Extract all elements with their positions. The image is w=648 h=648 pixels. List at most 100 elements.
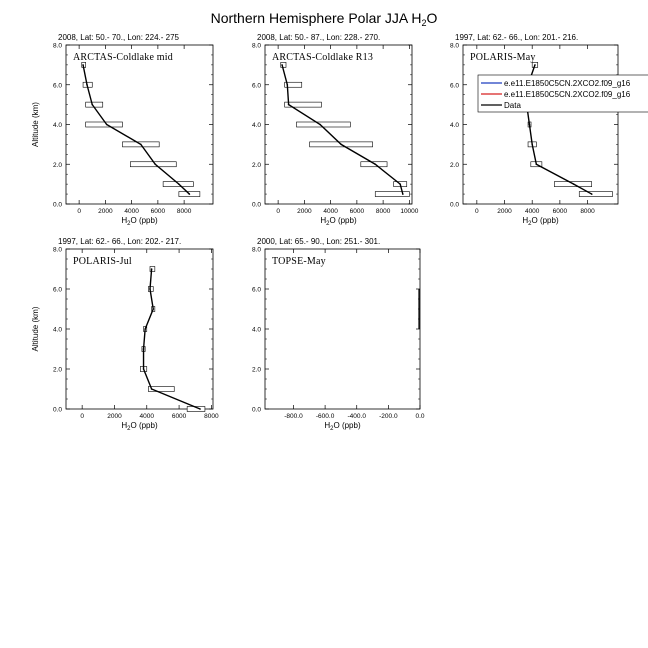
- x-axis-label: H2O (ppb): [324, 421, 361, 432]
- x-tick-label: 8000: [204, 413, 219, 420]
- panel-label: TOPSE-May: [272, 256, 326, 267]
- data-point: [154, 163, 157, 166]
- x-axis-label: H2O (ppb): [121, 216, 158, 227]
- panel-header: 1997, Lat: 62.- 66., Lon: 202.- 217.: [58, 237, 181, 246]
- y-tick-label: 4.0: [252, 122, 261, 129]
- y-axis-label: Altitude (km): [31, 102, 40, 147]
- y-tick-label: 8.0: [53, 43, 62, 50]
- y-tick-label: 0.0: [53, 407, 62, 414]
- data-point: [281, 64, 283, 66]
- data-point: [188, 193, 191, 195]
- data-point: [340, 143, 342, 146]
- y-tick-label: 2.0: [53, 162, 62, 169]
- legend-entry: e.e11.E1850C5CN.2XCO2.f09_g16: [504, 79, 631, 88]
- data-point: [178, 183, 180, 185]
- y-tick-label: 0.0: [252, 407, 261, 414]
- panel-header: 2000, Lat: 65.- 90., Lon: 251.- 301.: [257, 237, 380, 246]
- y-tick-label: 0.0: [53, 202, 62, 209]
- data-range-box: [374, 191, 410, 197]
- x-tick-label: 2000: [297, 208, 312, 215]
- x-tick-label: 2000: [98, 208, 113, 215]
- panel-header: 1997, Lat: 62.- 66., Lon: 201.- 216.: [455, 33, 578, 42]
- y-tick-label: 8.0: [252, 43, 261, 50]
- data-point: [199, 408, 201, 410]
- y-axis-label: Altitude (km): [31, 306, 40, 351]
- data-point: [150, 388, 153, 390]
- x-tick-label: -600.0: [316, 413, 335, 420]
- data-point: [286, 83, 289, 86]
- y-tick-label: 6.0: [252, 82, 261, 89]
- data-point: [142, 348, 145, 350]
- data-range-box: [85, 121, 123, 128]
- y-tick-label: 2.0: [450, 162, 459, 169]
- x-tick-label: 4000: [124, 208, 139, 215]
- y-tick-label: 2.0: [53, 367, 62, 374]
- data-point: [402, 193, 404, 195]
- data-point: [140, 143, 142, 146]
- data-range-box: [578, 191, 613, 197]
- data-point: [319, 123, 321, 126]
- y-tick-label: 8.0: [53, 247, 62, 254]
- data-point: [535, 163, 538, 166]
- x-tick-label: 8000: [580, 208, 595, 215]
- data-point: [105, 123, 108, 126]
- legend-entry: e.e11.E1850C5CN.2XCO2.f09_g16: [504, 90, 631, 99]
- y-tick-label: 8.0: [252, 247, 261, 254]
- plot-frame: [264, 248, 421, 410]
- panel-label: POLARIS-Jul: [73, 256, 132, 267]
- data-range-box: [186, 406, 206, 412]
- y-tick-label: 2.0: [252, 367, 261, 374]
- panel-header: 2008, Lat: 50.- 87., Lon: 228.- 270.: [257, 33, 380, 42]
- legend-box: [477, 74, 648, 113]
- data-point: [142, 368, 145, 370]
- data-point: [152, 308, 155, 310]
- data-profile-line: [281, 64, 404, 195]
- panel-header: 2008, Lat: 50.- 70., Lon: 224.- 275: [58, 33, 180, 42]
- x-tick-label: 4000: [140, 413, 155, 420]
- legend-entry: Data: [504, 101, 521, 110]
- data-range-box: [296, 121, 351, 128]
- x-tick-label: 6000: [553, 208, 568, 215]
- y-tick-label: 4.0: [450, 122, 459, 129]
- data-range-box: [284, 81, 303, 88]
- data-range-box: [284, 101, 322, 108]
- data-point: [150, 268, 153, 270]
- plot-frame: [462, 44, 619, 205]
- x-tick-label: -400.0: [348, 413, 367, 420]
- x-tick-label: 6000: [350, 208, 365, 215]
- y-tick-label: 0.0: [450, 202, 459, 209]
- x-tick-label: 2000: [497, 208, 512, 215]
- panel-label: ARCTAS-Coldlake mid: [73, 52, 173, 63]
- data-point: [528, 123, 531, 126]
- data-point: [86, 83, 88, 86]
- data-profile-line: [82, 64, 190, 195]
- x-axis-label: H2O (ppb): [522, 216, 559, 227]
- panel-label: ARCTAS-Coldlake R13: [272, 52, 373, 63]
- x-tick-label: 10000: [400, 208, 418, 215]
- y-tick-label: 6.0: [252, 287, 261, 294]
- x-tick-label: -800.0: [284, 413, 303, 420]
- x-tick-label: 6000: [172, 413, 187, 420]
- data-point: [91, 103, 94, 106]
- data-point: [82, 64, 84, 66]
- x-tick-label: 8000: [177, 208, 192, 215]
- x-tick-label: 4000: [323, 208, 338, 215]
- x-tick-label: 0.0: [415, 413, 424, 420]
- x-tick-label: 0: [77, 208, 81, 215]
- data-point: [534, 64, 536, 66]
- x-tick-label: 6000: [151, 208, 166, 215]
- data-point: [399, 183, 401, 185]
- plot-frame: [65, 248, 214, 410]
- figure-title: Northern Hemisphere Polar JJA H2O: [211, 10, 438, 28]
- data-point: [144, 328, 146, 330]
- x-tick-label: -200.0: [379, 413, 398, 420]
- data-point: [374, 163, 377, 166]
- y-tick-label: 2.0: [252, 162, 261, 169]
- y-tick-label: 4.0: [252, 327, 261, 334]
- data-point: [287, 103, 290, 106]
- y-tick-label: 8.0: [450, 43, 459, 50]
- y-tick-label: 6.0: [450, 82, 459, 89]
- x-tick-label: 4000: [525, 208, 540, 215]
- y-tick-label: 4.0: [53, 122, 62, 129]
